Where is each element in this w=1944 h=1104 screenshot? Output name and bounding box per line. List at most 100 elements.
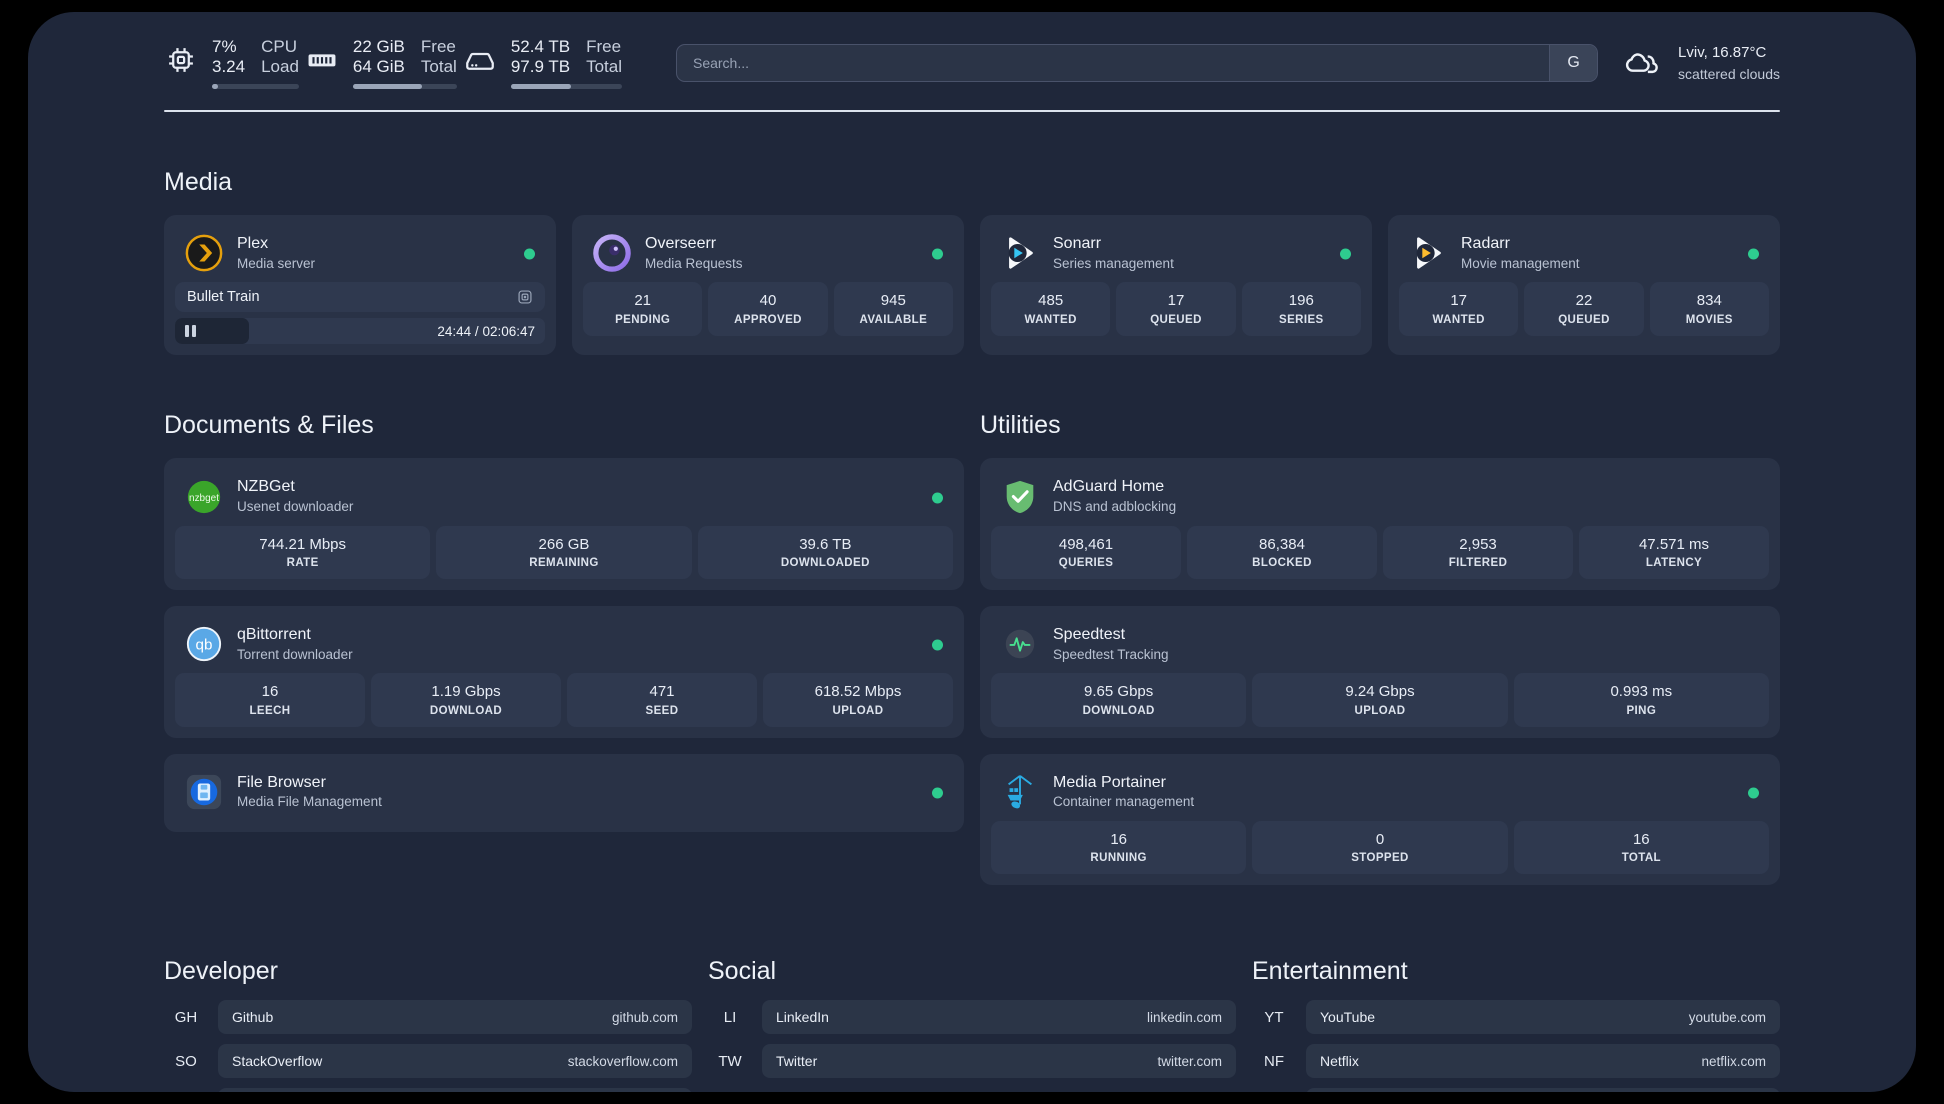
bookmark-name: StackOverflow [232, 1053, 323, 1070]
bookmark-item[interactable]: DT DEV dev.to [164, 1088, 692, 1092]
search-input[interactable] [676, 45, 1550, 81]
utilities-column: Utilities AdGuard Home DNS and adblockin… [980, 355, 1780, 901]
bookmark-item[interactable]: RE Reddit reddit.com [1252, 1088, 1780, 1092]
stat-tile: 618.52 Mbps UPLOAD [763, 673, 953, 727]
bookmark-item[interactable]: GH Github github.com [164, 1000, 692, 1035]
stat-tile: 47.571 ms LATENCY [1579, 525, 1769, 579]
header-bar: 7% 3.24 CPU Load [164, 12, 1780, 108]
overseerr-icon [593, 234, 631, 272]
bookmark-link[interactable]: LinkedIn linkedin.com [762, 1000, 1236, 1035]
disk-label-bottom: Total [586, 57, 622, 76]
bookmark-link[interactable]: Github github.com [218, 1000, 692, 1035]
card-header: Plex Media server [175, 226, 545, 282]
service-card-plex[interactable]: Plex Media server Bullet Train [164, 215, 556, 356]
stat-tile: 17 WANTED [1399, 282, 1519, 336]
service-name: Plex [237, 235, 269, 252]
sonarr-icon [1001, 234, 1039, 272]
stat-label: SEED [645, 704, 679, 717]
service-card-overseerr[interactable]: Overseerr Media Requests 21 PENDING 40 A… [572, 215, 964, 356]
system-stat-disk: 52.4 TB 97.9 TB Free Total [463, 37, 622, 90]
service-card-speedtest[interactable]: Speedtest Speedtest Tracking 9.65 Gbps D… [980, 605, 1780, 738]
service-card-sonarr[interactable]: Sonarr Series management 485 WANTED 17 Q… [980, 215, 1372, 356]
search-provider-button[interactable]: G [1549, 45, 1598, 81]
filebrowser-icon [185, 773, 223, 811]
service-card-filebrowser[interactable]: File Browser Media File Management [164, 753, 964, 832]
stat-value: 9.65 Gbps [1084, 683, 1154, 701]
bookmark-item[interactable]: NF Netflix netflix.com [1252, 1044, 1780, 1079]
bookmark-link[interactable]: YouTube youtube.com [1306, 1000, 1780, 1035]
section-title-media: Media [164, 168, 233, 196]
service-card-radarr[interactable]: Radarr Movie management 17 WANTED 22 QUE… [1388, 215, 1780, 356]
playback-progress-bar[interactable]: 24:44 / 02:06:47 [175, 318, 545, 345]
bookmark-url: linkedin.com [1146, 1009, 1222, 1025]
weather-location-temp: Lviv, 16.87°C [1678, 43, 1767, 61]
qbittorrent-icon: qb [185, 625, 223, 663]
bookmark-group-title: Social [708, 957, 777, 986]
bookmark-url: netflix.com [1701, 1053, 1766, 1069]
bookmark-group-title: Developer [164, 957, 278, 986]
status-indicator-online [1748, 787, 1759, 799]
bookmark-link[interactable]: Netflix netflix.com [1306, 1044, 1780, 1079]
stat-label: LATENCY [1645, 556, 1703, 569]
bookmark-url: github.com [611, 1009, 678, 1025]
bookmark-group-title: Entertainment [1252, 957, 1408, 986]
cast-icon[interactable] [517, 289, 533, 305]
bookmark-item[interactable]: YT YouTube youtube.com [1252, 1000, 1780, 1035]
system-stat-cpu: 7% 3.24 CPU Load [164, 36, 299, 90]
bookmark-link[interactable]: Reddit reddit.com [1306, 1088, 1780, 1092]
stat-value: 22 [1575, 292, 1593, 310]
bookmark-abbr: GH [174, 1008, 198, 1026]
weather-condition: scattered clouds [1678, 65, 1780, 82]
stat-label: UPLOAD [1354, 704, 1406, 717]
service-card-adguard-home[interactable]: AdGuard Home DNS and adblocking 498,461 … [980, 458, 1780, 590]
stat-value: 471 [649, 683, 675, 701]
stat-label: MOVIES [1685, 313, 1733, 326]
search-bar[interactable]: G [675, 44, 1599, 82]
disk-total: 97.9 TB [510, 57, 571, 76]
pause-icon[interactable] [185, 325, 196, 338]
bookmark-abbr: SO [175, 1052, 197, 1070]
service-card-nzbget[interactable]: nzbget NZBGet Usenet downloader 744.21 M… [164, 458, 964, 590]
bookmark-link[interactable]: Twitter twitter.com [762, 1044, 1236, 1079]
stat-tile: 39.6 TB DOWNLOADED [697, 525, 953, 579]
bookmark-link[interactable]: StackOverflow stackoverflow.com [218, 1044, 692, 1079]
stat-tile: 2,953 FILTERED [1383, 525, 1573, 579]
stat-tile: 196 SERIES [1241, 282, 1361, 336]
stat-value: 266 GB [538, 535, 590, 553]
bookmark-link[interactable]: DEV dev.to [218, 1088, 692, 1092]
bookmark-item[interactable]: SO StackOverflow stackoverflow.com [164, 1044, 692, 1079]
card-header: nzbget NZBGet Usenet downloader [175, 469, 953, 525]
service-name: Media Portainer [1053, 773, 1166, 791]
service-description: Usenet downloader [237, 499, 354, 515]
playback-elapsed: 24:44 [437, 323, 472, 339]
stat-label: AVAILABLE [859, 313, 928, 326]
stat-tile: 17 QUEUED [1116, 282, 1236, 336]
stat-row: 9.65 Gbps DOWNLOAD 9.24 Gbps UPLOAD 0.99… [991, 673, 1769, 727]
documents-column: Documents & Files nzbget NZBGet Usenet d… [164, 355, 964, 848]
stat-label: REMAINING [529, 556, 599, 569]
stat-tile: 86,384 BLOCKED [1187, 525, 1377, 579]
cpu-percent: 7% [212, 36, 237, 56]
bookmark-item[interactable]: TW Twitter twitter.com [708, 1044, 1236, 1079]
bookmark-abbr: LI [723, 1008, 737, 1026]
ram-label-bottom: Total [420, 57, 457, 76]
adguard-icon [1001, 478, 1039, 516]
bookmark-item[interactable]: LI LinkedIn linkedin.com [708, 1000, 1236, 1035]
bookmark-name: Twitter [776, 1053, 818, 1070]
service-card-media-portainer[interactable]: Media Portainer Container management 16 … [980, 753, 1780, 886]
service-card-qbittorrent[interactable]: qb qBittorrent Torrent downloader 16 LEE… [164, 605, 964, 738]
bookmark-group-social: Social LI LinkedIn linkedin.com TW Twitt… [708, 957, 1236, 1092]
stat-tile: 16 TOTAL [1513, 820, 1769, 875]
bookmark-group-entertainment: Entertainment YT YouTube youtube.com NF … [1252, 957, 1780, 1092]
stat-value: 0 [1375, 830, 1385, 848]
playback-separator: / [474, 323, 479, 339]
stat-tile: 498,461 QUERIES [991, 525, 1181, 579]
stat-label: DOWNLOADED [780, 556, 870, 569]
stat-value: 17 [1167, 292, 1185, 310]
bookmarks-area: Developer GH Github github.com SO StackO… [164, 957, 1780, 1092]
stat-row: 21 PENDING 40 APPROVED 945 AVAILABLE [583, 282, 953, 336]
stat-value: 39.6 TB [799, 535, 852, 553]
stat-label: QUEUED [1558, 313, 1610, 326]
service-name: AdGuard Home [1053, 478, 1165, 496]
bookmark-group-developer: Developer GH Github github.com SO StackO… [164, 957, 692, 1092]
